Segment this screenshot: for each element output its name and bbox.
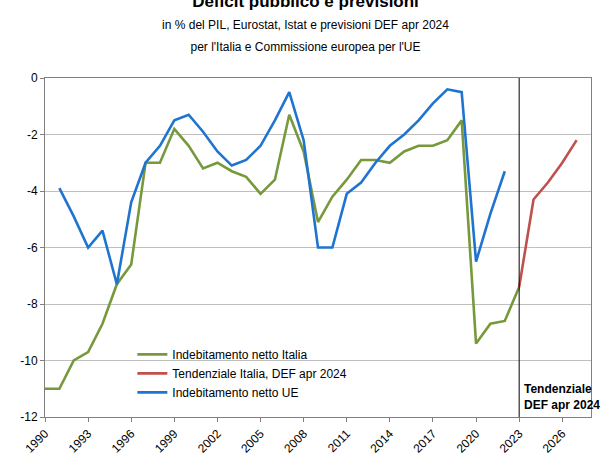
- svg-text:1996: 1996: [109, 427, 138, 456]
- svg-text:-2: -2: [27, 128, 38, 142]
- svg-text:0: 0: [31, 71, 38, 85]
- svg-text:-12: -12: [20, 410, 38, 424]
- svg-text:TendenzialeDEF apr 2024: TendenzialeDEF apr 2024: [524, 382, 600, 412]
- svg-text:2017: 2017: [411, 427, 440, 456]
- svg-text:2005: 2005: [238, 427, 267, 456]
- svg-text:-8: -8: [27, 297, 38, 311]
- svg-text:-6: -6: [27, 241, 38, 255]
- svg-text:1999: 1999: [152, 427, 181, 456]
- svg-text:Indebitamento netto UE: Indebitamento netto UE: [172, 386, 298, 400]
- svg-text:2023: 2023: [497, 427, 526, 456]
- svg-text:2020: 2020: [454, 427, 483, 456]
- svg-text:Indebitamento netto Italia: Indebitamento netto Italia: [172, 348, 307, 362]
- svg-text:1990: 1990: [23, 427, 52, 456]
- svg-text:1993: 1993: [66, 427, 95, 456]
- svg-text:2014: 2014: [367, 427, 396, 456]
- svg-text:2002: 2002: [195, 427, 224, 456]
- svg-text:-4: -4: [27, 184, 38, 198]
- svg-text:2026: 2026: [540, 427, 569, 456]
- svg-text:Deficit pubblico e previsionii: Deficit pubblico e previsioniin % del PI…: [162, 0, 449, 54]
- svg-text:2011: 2011: [325, 427, 353, 455]
- svg-text:-10: -10: [20, 354, 38, 368]
- svg-text:Tendenziale Italia, DEF apr 20: Tendenziale Italia, DEF apr 2024: [172, 367, 346, 381]
- svg-text:2008: 2008: [281, 427, 310, 456]
